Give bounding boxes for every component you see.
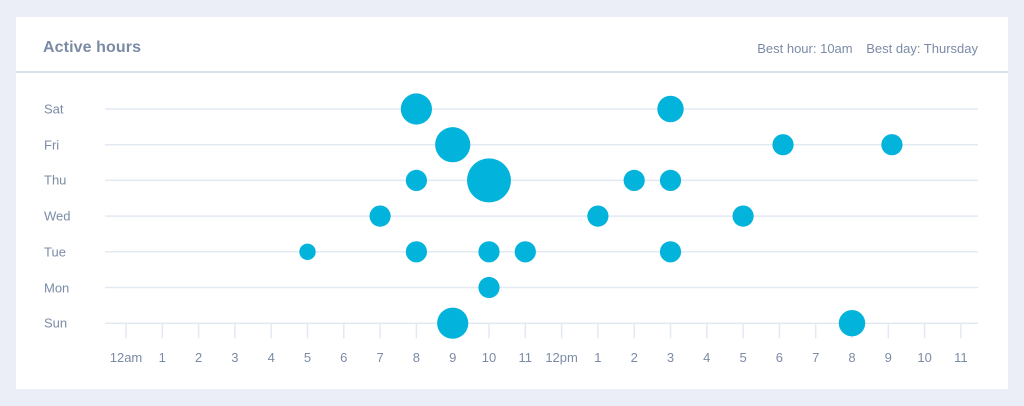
best-hour-stat: Best hour: 10am [757,41,853,56]
card-title: Active hours [43,39,142,56]
header-stats: Best hour: 10am Best day: Thursday [757,41,978,56]
card-header: Active hours Best hour: 10am Best day: T… [16,17,1008,73]
active-hours-card: Active hours Best hour: 10am Best day: T… [16,17,1008,389]
best-day-stat: Best day: Thursday [866,41,978,56]
